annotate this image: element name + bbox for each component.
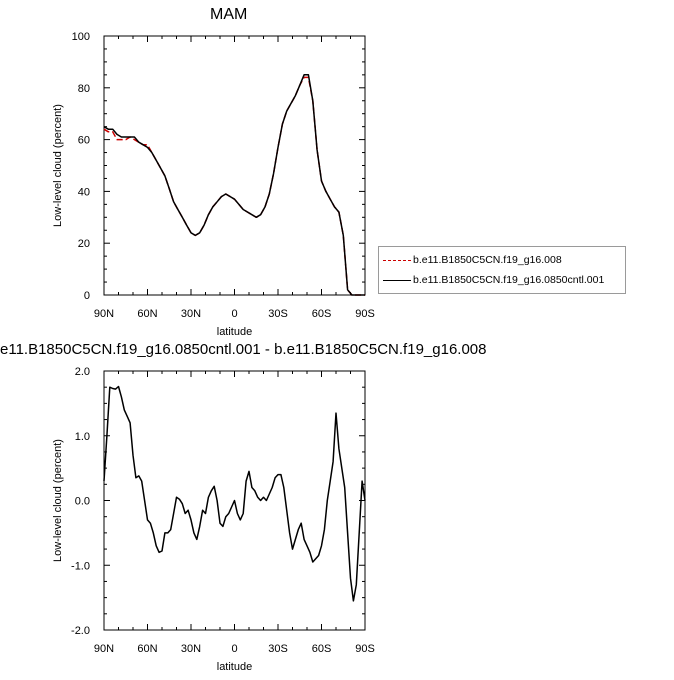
bottom-x-axis-label: latitude — [217, 661, 252, 673]
bottom-xtick-label: 90N — [94, 643, 114, 655]
bottom-xtick-label: 60S — [312, 643, 332, 655]
top-xtick-label: 60N — [137, 308, 157, 320]
bottom-ytick-label: -2.0 — [71, 625, 90, 637]
bottom-xtick-label: 60N — [137, 643, 157, 655]
top-plot-frame — [103, 35, 366, 296]
legend-swatch-black-solid — [383, 279, 411, 281]
top-xtick-label: 30S — [268, 308, 288, 320]
top-series-line-1 — [103, 74, 365, 296]
legend-item-cntl-001: b.e11.B1850C5CN.f19_g16.0850cntl.001 — [383, 272, 604, 288]
bottom-ytick-label: 2.0 — [75, 366, 90, 378]
legend-label: b.e11.B1850C5CN.f19_g16.008 — [413, 254, 562, 266]
top-ytick-label: 0 — [84, 290, 90, 302]
bottom-ytick-label: -1.0 — [71, 560, 90, 572]
top-ytick-label: 40 — [78, 186, 90, 198]
top-y-axis-label: Low-level cloud (percent) — [52, 104, 64, 227]
top-chart-title: MAM — [210, 6, 248, 23]
top-x-axis-label: latitude — [217, 326, 252, 338]
top-xtick-label: 90S — [355, 308, 375, 320]
top-xtick-label: 90N — [94, 308, 114, 320]
legend: b.e11.B1850C5CN.f19_g16.008 b.e11.B1850C… — [378, 246, 626, 294]
top-ytick-label: 20 — [78, 238, 90, 250]
top-ytick-label: 100 — [72, 31, 90, 43]
legend-swatch-red-dashed — [383, 259, 411, 261]
top-ytick-label: 60 — [78, 135, 90, 147]
top-ytick-label: 80 — [78, 83, 90, 95]
top-series-line-0 — [103, 76, 365, 296]
bottom-ytick-label: 0.0 — [75, 496, 90, 508]
bottom-ytick-label: 1.0 — [75, 431, 90, 443]
bottom-xtick-label: 90S — [355, 643, 375, 655]
top-xtick-label: 0 — [231, 308, 237, 320]
bottom-y-axis-label: Low-level cloud (percent) — [52, 439, 64, 562]
top-xtick-label: 60S — [312, 308, 332, 320]
bottom-xtick-label: 30N — [181, 643, 201, 655]
bottom-chart-title: e11.B1850C5CN.f19_g16.0850cntl.001 - b.e… — [0, 341, 487, 358]
bottom-xtick-label: 0 — [231, 643, 237, 655]
bottom-xtick-label: 30S — [268, 643, 288, 655]
legend-label: b.e11.B1850C5CN.f19_g16.0850cntl.001 — [413, 274, 605, 286]
top-xtick-label: 30N — [181, 308, 201, 320]
legend-item-exp-008: b.e11.B1850C5CN.f19_g16.008 — [383, 252, 562, 268]
bottom-series-line-0 — [103, 385, 366, 602]
